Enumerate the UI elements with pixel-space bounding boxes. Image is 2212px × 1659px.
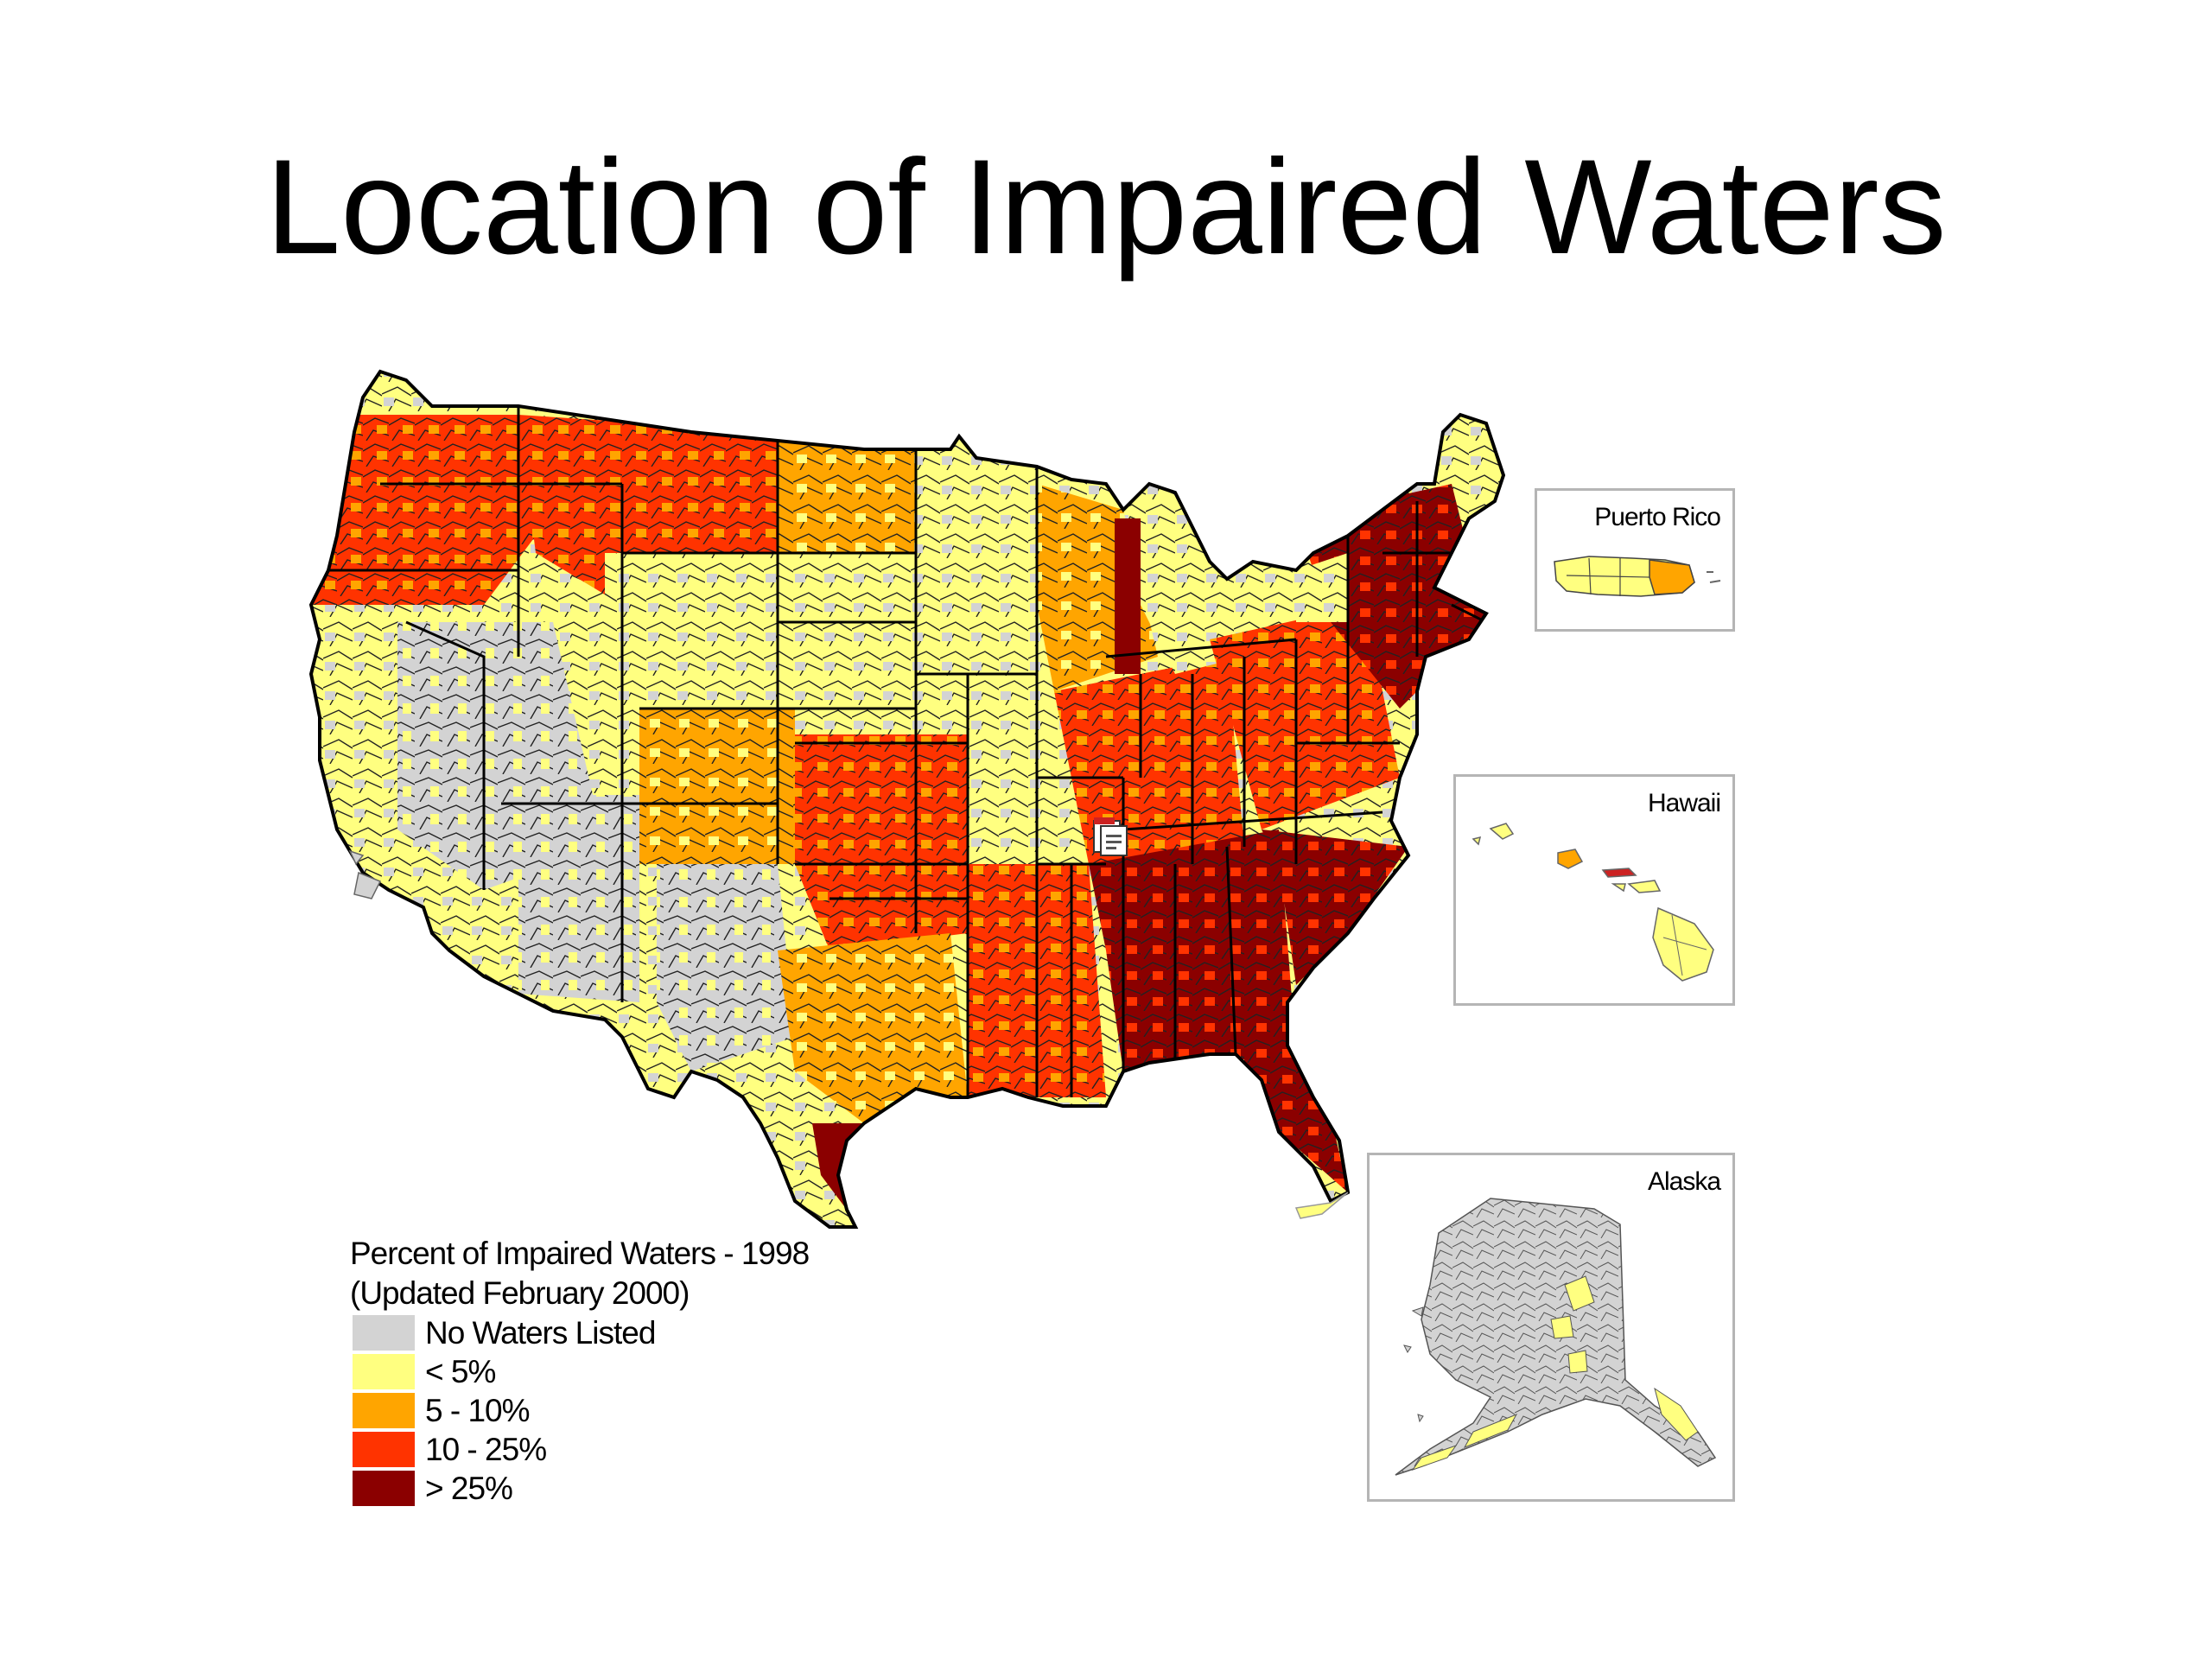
hawaii-inset: Hawaii	[1453, 774, 1735, 1006]
puerto-rico-label: Puerto Rico	[1594, 503, 1721, 531]
alaska-map	[1395, 1198, 1717, 1476]
legend-item: < 5%	[353, 1352, 809, 1391]
legend-subtitle: (Updated February 2000)	[350, 1275, 690, 1311]
legend-item: 10 - 25%	[353, 1430, 809, 1469]
legend-label: > 25%	[425, 1470, 513, 1506]
legend-items: No Waters Listed < 5% 5 - 10% 10 - 25% > 25%	[350, 1313, 809, 1508]
legend-swatch	[353, 1393, 415, 1428]
hawaii-label: Hawaii	[1647, 789, 1721, 817]
page-title: Location of Impaired Waters	[265, 132, 1947, 283]
puerto-rico-inset: Puerto Rico	[1535, 488, 1735, 632]
alaska-label: Alaska	[1647, 1167, 1721, 1196]
legend-title: Percent of Impaired Waters - 1998	[350, 1236, 810, 1271]
legend-swatch	[353, 1354, 415, 1389]
map-legend: Percent of Impaired Waters - 1998 (Updat…	[350, 1234, 810, 1508]
legend-item: No Waters Listed	[353, 1313, 809, 1352]
legend-label: No Waters Listed	[425, 1314, 656, 1351]
legend-swatch	[353, 1471, 415, 1506]
legend-swatch	[353, 1315, 415, 1351]
legend-label: 10 - 25%	[425, 1431, 547, 1467]
legend-label: < 5%	[425, 1353, 496, 1389]
legend-item: > 25%	[353, 1469, 809, 1508]
alaska-inset: Alaska	[1367, 1153, 1735, 1502]
legend-swatch	[353, 1432, 415, 1467]
hawaii-map	[1471, 823, 1714, 982]
legend-label: 5 - 10%	[425, 1392, 531, 1428]
file-icon[interactable]	[1092, 816, 1130, 857]
legend-item: 5 - 10%	[353, 1391, 809, 1430]
puerto-rico-map	[1554, 556, 1721, 597]
